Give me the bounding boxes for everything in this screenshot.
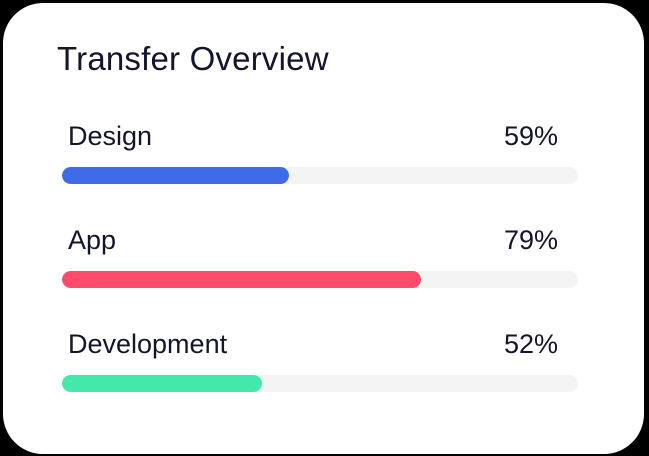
progress-value: 79%: [503, 225, 558, 255]
progress-track: [62, 271, 578, 288]
progress-fill: [62, 167, 290, 184]
progress-label: Development: [68, 329, 228, 359]
progress-row-development: Development 52%: [62, 328, 578, 398]
progress-track: [62, 375, 578, 392]
progress-value: 52%: [503, 329, 558, 359]
progress-row-app: App 79%: [62, 224, 578, 294]
progress-fill: [62, 271, 421, 288]
progress-row-design: Design 59%: [62, 120, 578, 190]
progress-fill: [62, 375, 263, 392]
progress-label: Design: [68, 121, 153, 151]
card-title: Transfer Overview: [57, 40, 329, 77]
progress-track: [62, 167, 578, 184]
transfer-overview-card: Transfer Overview Design 59% App 79% Dev…: [3, 3, 644, 454]
progress-value: 59%: [503, 121, 558, 151]
progress-label: App: [68, 225, 117, 255]
